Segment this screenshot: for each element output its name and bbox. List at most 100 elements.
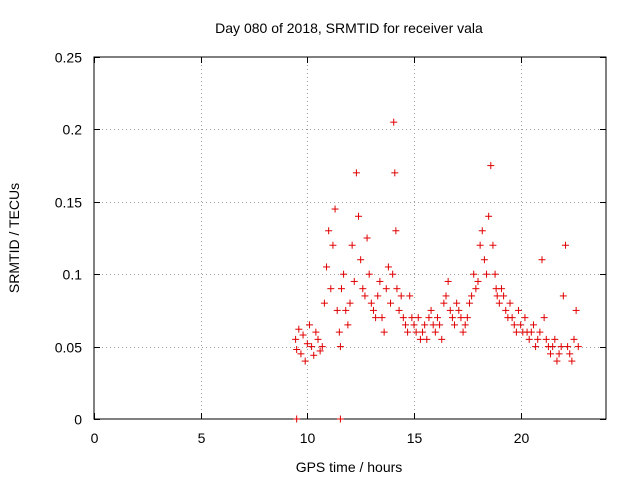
data-point [555, 350, 563, 358]
data-point [363, 234, 371, 242]
data-point [421, 321, 429, 329]
data-point [369, 306, 377, 314]
data-point [463, 314, 471, 322]
data-point [293, 415, 301, 423]
data-point [442, 292, 450, 300]
data-point [470, 270, 478, 278]
data-point [515, 306, 523, 314]
data-point [382, 285, 390, 293]
data-point [312, 328, 320, 336]
data-point [455, 306, 463, 314]
data-point [491, 270, 499, 278]
data-point [316, 347, 324, 355]
data-point [410, 321, 418, 329]
data-point [384, 263, 392, 271]
data-point [480, 256, 488, 264]
data-point [453, 299, 461, 307]
data-point [392, 227, 400, 235]
data-point [465, 299, 473, 307]
data-point [557, 343, 565, 351]
data-point [433, 314, 441, 322]
data-point [549, 343, 557, 351]
data-point [376, 277, 384, 285]
x-tick-label: 20 [514, 430, 530, 446]
data-point [374, 292, 382, 300]
data-point [502, 306, 510, 314]
data-point [423, 335, 431, 343]
data-point [436, 321, 444, 329]
data-point [372, 314, 380, 322]
data-point [568, 357, 576, 365]
data-point [320, 299, 328, 307]
data-point [397, 292, 405, 300]
y-tick-label: 0.2 [63, 122, 83, 138]
data-point [489, 241, 497, 249]
data-point [390, 118, 398, 126]
data-point [525, 335, 533, 343]
data-point [342, 306, 350, 314]
data-point [346, 299, 354, 307]
data-point [425, 314, 433, 322]
axis-ticks: 0 5 10 15 20 0 0.05 0.1 0.15 0.2 0.25 [55, 50, 606, 446]
data-point [352, 169, 360, 177]
y-tick-label: 0.25 [55, 50, 82, 66]
data-point [350, 277, 358, 285]
data-point [506, 299, 514, 307]
data-point [408, 314, 416, 322]
data-point [427, 306, 435, 314]
data-point [495, 299, 503, 307]
data-point [493, 292, 501, 300]
data-point [444, 277, 452, 285]
data-point [448, 314, 456, 322]
data-point [401, 321, 409, 329]
data-point [457, 314, 465, 322]
data-point [517, 321, 525, 329]
data-point [534, 335, 542, 343]
data-point [536, 328, 544, 336]
data-point [378, 314, 386, 322]
plot-frame [93, 56, 607, 420]
x-tick-label: 5 [198, 430, 206, 446]
data-point [468, 292, 476, 300]
data-point [438, 335, 446, 343]
data-points [292, 118, 582, 423]
data-point [305, 321, 313, 329]
data-point [310, 351, 318, 359]
data-point [446, 306, 454, 314]
data-point [337, 285, 345, 293]
data-point [380, 328, 388, 336]
data-point [406, 292, 414, 300]
data-point [451, 321, 459, 329]
data-point [474, 277, 482, 285]
x-tick-label: 0 [91, 430, 99, 446]
data-point [497, 285, 505, 293]
data-point [483, 270, 491, 278]
data-point [391, 169, 399, 177]
data-point [359, 285, 367, 293]
data-point [476, 241, 484, 249]
y-tick-label: 0.1 [63, 267, 83, 283]
data-point [303, 340, 311, 348]
data-point [299, 331, 307, 339]
data-point [540, 314, 548, 322]
data-point [333, 306, 341, 314]
data-point [487, 162, 495, 170]
data-point [532, 343, 540, 351]
data-point [323, 263, 331, 271]
y-axis-label: SRMTID / TECUs [6, 183, 22, 293]
data-point [399, 314, 407, 322]
data-point [564, 343, 572, 351]
data-point [561, 241, 569, 249]
x-tick-label: 10 [300, 430, 316, 446]
data-point [529, 321, 537, 329]
data-point [325, 227, 333, 235]
data-point [553, 357, 561, 365]
data-point [361, 292, 369, 300]
data-point [431, 328, 439, 336]
data-point [572, 306, 580, 314]
x-axis-label: GPS time / hours [296, 459, 403, 475]
data-point [293, 345, 301, 353]
data-point [336, 415, 344, 423]
data-point [336, 343, 344, 351]
data-point [357, 256, 365, 264]
